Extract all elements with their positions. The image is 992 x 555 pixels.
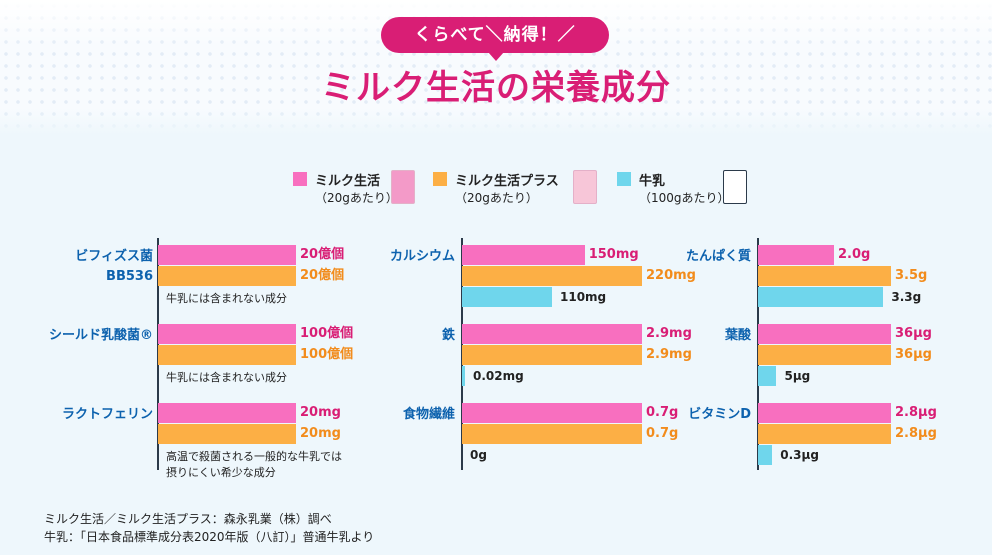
data-label: 20億個 <box>300 268 345 283</box>
data-label: 100億個 <box>300 347 354 362</box>
data-label: 2.9mg <box>646 326 692 341</box>
bar-milk-seikatsu <box>462 245 585 265</box>
data-label: 0.7g <box>646 405 679 420</box>
data-label: 2.8μg <box>895 405 937 420</box>
bar-milk-seikatsu-plus <box>758 266 891 286</box>
page-title: ミルク生活の栄養成分 <box>321 68 671 108</box>
legend-unit: （20gあたり） <box>315 191 398 205</box>
bar-milk-seikatsu <box>758 403 891 423</box>
bar-milk-seikatsu-plus <box>758 345 891 365</box>
bar-milk-seikatsu-plus <box>462 345 642 365</box>
data-label: 110mg <box>560 290 607 304</box>
category-note: 牛乳には含まれない成分 <box>166 292 287 305</box>
bar-milk-seikatsu <box>158 245 296 265</box>
category-note: 牛乳には含まれない成分 <box>166 371 287 384</box>
data-label: 36μg <box>895 347 932 362</box>
bar-gyunyu <box>758 366 777 386</box>
bar-gyunyu <box>462 366 465 386</box>
milk-carton-icon <box>723 170 747 204</box>
tagline-badge: くらべて＼納得！／ <box>381 17 609 53</box>
bar-gyunyu <box>758 445 773 465</box>
bar-milk-seikatsu <box>462 324 642 344</box>
category-label: 葉酸 <box>724 328 751 343</box>
data-label: 20mg <box>300 405 341 420</box>
data-label: 5μg <box>784 369 811 383</box>
data-label: 36μg <box>895 326 932 341</box>
bar-milk-seikatsu-plus <box>462 424 642 444</box>
category-label: カルシウム <box>389 249 455 264</box>
footnote-source-milk: 牛乳：「日本食品標準成分表2020年版（八訂）」普通牛乳より <box>44 530 375 544</box>
bar-milk-seikatsu <box>158 324 296 344</box>
legend-swatch <box>617 172 631 186</box>
data-label: 150mg <box>588 247 639 262</box>
category-label: シールド乳酸菌® <box>48 328 153 343</box>
footnote-source-products: ミルク生活／ミルク生活プラス：森永乳業（株）調べ <box>44 512 332 526</box>
data-label: 0.3μg <box>780 448 819 462</box>
category-note: 高温で殺菌される一般的な牛乳では 摂りにくい希少な成分 <box>166 450 342 479</box>
legend-label: ミルク生活プラス <box>455 174 559 189</box>
bar-milk-seikatsu <box>758 245 834 265</box>
bar-gyunyu <box>462 287 552 307</box>
bar-milk-seikatsu-plus <box>158 345 296 365</box>
legend-swatch <box>293 172 307 186</box>
tagline-badge-tail <box>488 52 504 61</box>
legend-label: ミルク生活 <box>315 174 381 189</box>
legend-swatch <box>433 172 447 186</box>
data-label: 2.0g <box>838 247 871 262</box>
category-label: 食物繊維 <box>402 407 455 422</box>
data-label: 20mg <box>300 426 341 441</box>
bar-milk-seikatsu-plus <box>758 424 891 444</box>
product-package-icon <box>573 170 597 204</box>
data-label: 0.02mg <box>473 369 524 383</box>
legend-unit: （20gあたり） <box>455 191 538 205</box>
bar-milk-seikatsu <box>158 403 296 423</box>
data-label: 100億個 <box>300 326 354 341</box>
data-label: 220mg <box>646 268 696 283</box>
data-label: 0.7g <box>646 426 679 441</box>
category-label: ビフィズス菌 BB536 <box>75 249 153 284</box>
bar-milk-seikatsu-plus <box>462 266 642 286</box>
bar-gyunyu <box>758 287 884 307</box>
legend-label: 牛乳 <box>639 174 666 189</box>
bar-milk-seikatsu-plus <box>158 266 296 286</box>
category-label: たんぱく質 <box>685 249 751 264</box>
data-label: 2.8μg <box>895 426 937 441</box>
product-package-icon <box>391 170 415 204</box>
category-label: ビタミンD <box>688 407 751 422</box>
category-label: 鉄 <box>441 328 455 343</box>
bar-milk-seikatsu <box>462 403 642 423</box>
bar-milk-seikatsu-plus <box>158 424 296 444</box>
category-label: ラクトフェリン <box>61 407 153 422</box>
data-label: 2.9mg <box>646 347 692 362</box>
legend-unit: （100gあたり） <box>639 191 730 205</box>
data-label: 0g <box>470 448 487 462</box>
data-label: 20億個 <box>300 247 345 262</box>
data-label: 3.3g <box>891 290 922 304</box>
data-label: 3.5g <box>895 268 928 283</box>
bar-milk-seikatsu <box>758 324 891 344</box>
